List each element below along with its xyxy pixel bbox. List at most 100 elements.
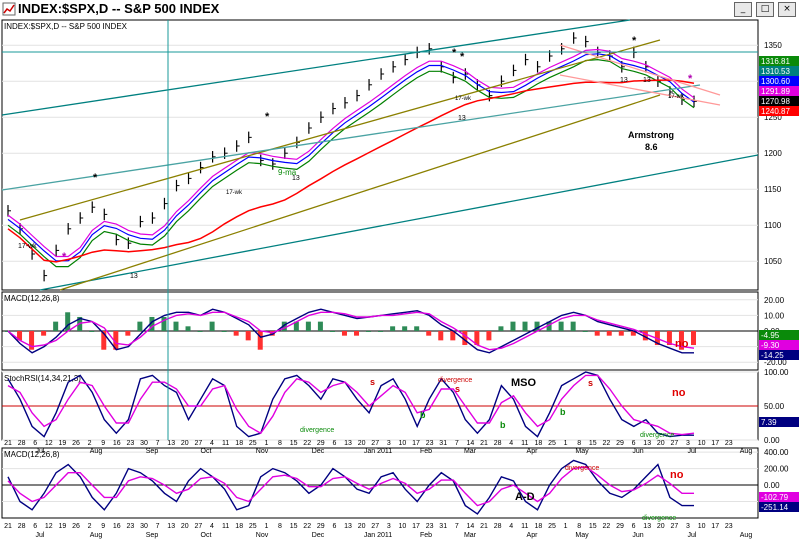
panel-title: MACD(12,26,8) xyxy=(4,294,60,303)
x-month-label: Nov xyxy=(256,448,269,455)
panel-macd: 20.0010.000.00-10.00-20.00MACD(12,26,8)-… xyxy=(1,291,799,371)
x-month-label: Apr xyxy=(527,532,539,539)
stochrsi-annotation: MSO xyxy=(511,377,537,389)
histogram-bar xyxy=(113,331,119,350)
y-tick-label: 1100 xyxy=(764,221,782,230)
x-month-label: Jun xyxy=(632,532,643,539)
histogram-bar xyxy=(269,331,275,336)
histogram-bar xyxy=(606,331,612,336)
price-annotation: * xyxy=(460,51,465,63)
value-badge-label: 7.39 xyxy=(761,418,777,427)
window-title: INDEX:$SPX,D -- S&P 500 INDEX xyxy=(18,1,220,16)
x-tick-label: 10 xyxy=(399,440,407,447)
histogram-bar xyxy=(173,321,179,331)
x-tick-label: 17 xyxy=(711,523,719,530)
macd-annotation: no xyxy=(675,338,689,350)
histogram-bar xyxy=(510,321,516,331)
histogram-bar xyxy=(450,331,456,341)
x-month-label: Sep xyxy=(146,532,159,539)
x-month-label: Jul xyxy=(36,448,45,455)
close-icon[interactable]: × xyxy=(778,2,796,17)
y-tick-label: 20.00 xyxy=(764,296,785,305)
x-tick-label: 9 xyxy=(101,440,105,447)
x-month-label: Dec xyxy=(312,448,325,455)
x-tick-label: 25 xyxy=(249,523,257,530)
x-month-label: Aug xyxy=(90,532,103,539)
x-tick-label: 27 xyxy=(671,523,679,530)
histogram-bar xyxy=(5,331,10,332)
x-month-label: May xyxy=(575,532,589,539)
price-annotation: 17-wk xyxy=(226,190,243,196)
x-tick-label: 14 xyxy=(467,440,475,447)
x-tick-label: 27 xyxy=(195,523,203,530)
histogram-bar xyxy=(582,331,588,332)
x-month-label: May xyxy=(575,448,589,455)
stochrsi-annotation: divergence xyxy=(438,377,472,384)
y-tick-label: -20.00 xyxy=(764,358,787,367)
value-badge xyxy=(759,76,799,86)
histogram-bar xyxy=(137,321,143,331)
histogram-bar xyxy=(41,331,47,336)
x-tick-label: 18 xyxy=(535,523,543,530)
x-tick-label: 23 xyxy=(426,523,434,530)
x-month-label: Jul xyxy=(36,532,45,539)
value-badge xyxy=(759,86,799,96)
x-tick-label: 13 xyxy=(344,440,352,447)
x-month-label: Dec xyxy=(312,532,325,539)
x-tick-label: 21 xyxy=(480,523,488,530)
price-annotation: 17-wk xyxy=(18,243,37,250)
x-tick-label: 9 xyxy=(101,523,105,530)
histogram-bar xyxy=(390,326,396,331)
x-tick-label: 17 xyxy=(412,523,420,530)
panel-frame xyxy=(1,19,759,291)
trend-channel-line xyxy=(1,84,701,191)
value-badge-label: 1310.53 xyxy=(761,67,790,76)
x-month-label: Mar xyxy=(464,448,477,455)
y-tick-label: 200.00 xyxy=(764,465,789,474)
value-badge-label: 1316.81 xyxy=(761,57,790,66)
value-badge-label: 1240.87 xyxy=(761,107,790,116)
x-tick-label: 8 xyxy=(577,523,581,530)
x-tick-label: 28 xyxy=(18,440,26,447)
x-month-label: Aug xyxy=(740,532,753,539)
value-badge-label: -102.79 xyxy=(761,493,789,502)
x-tick-label: 11 xyxy=(222,523,229,530)
histogram-bar xyxy=(691,331,696,346)
value-badge xyxy=(759,106,799,116)
main-line-macd2 xyxy=(7,459,694,515)
x-tick-label: 26 xyxy=(72,440,80,447)
price-annotation: 13 xyxy=(458,115,466,122)
x-tick-label: 8 xyxy=(577,440,581,447)
maximize-icon[interactable]: □ xyxy=(756,2,774,17)
stochrsi-annotation: s xyxy=(588,378,593,388)
histogram-bar xyxy=(221,331,227,332)
x-tick-label: 8 xyxy=(278,440,282,447)
x-month-label: Jul xyxy=(688,532,697,539)
x-tick-label: 27 xyxy=(371,440,379,447)
histogram-bar xyxy=(233,331,239,336)
x-tick-label: 15 xyxy=(589,440,597,447)
x-tick-label: 21 xyxy=(4,440,12,447)
stochrsi-annotation: divergence xyxy=(300,427,334,434)
x-tick-label: 4 xyxy=(210,440,214,447)
main-line-stochrsi xyxy=(7,371,694,438)
histogram-bar xyxy=(209,321,215,331)
y-tick-label: 1350 xyxy=(764,41,782,50)
minimize-icon[interactable]: _ xyxy=(734,2,752,17)
value-badge-label: -4.95 xyxy=(761,331,780,340)
title-bar: INDEX:$SPX,D -- S&P 500 INDEX _ □ × xyxy=(0,0,800,18)
trend-channel-line xyxy=(559,74,721,106)
histogram-bar xyxy=(125,331,131,336)
x-month-label: Mar xyxy=(464,532,477,539)
x-tick-label: 27 xyxy=(671,440,679,447)
y-tick-label: 0.00 xyxy=(764,481,780,490)
x-tick-label: 6 xyxy=(632,523,636,530)
x-tick-label: 20 xyxy=(657,523,665,530)
stochrsi-annotation: s xyxy=(370,377,375,387)
x-tick-label: 18 xyxy=(235,440,243,447)
stochrsi-annotation: no xyxy=(672,387,686,399)
histogram-bar xyxy=(257,331,263,350)
x-tick-label: 29 xyxy=(317,440,325,447)
x-tick-label: 4 xyxy=(509,440,513,447)
x-tick-label: 20 xyxy=(181,523,189,530)
